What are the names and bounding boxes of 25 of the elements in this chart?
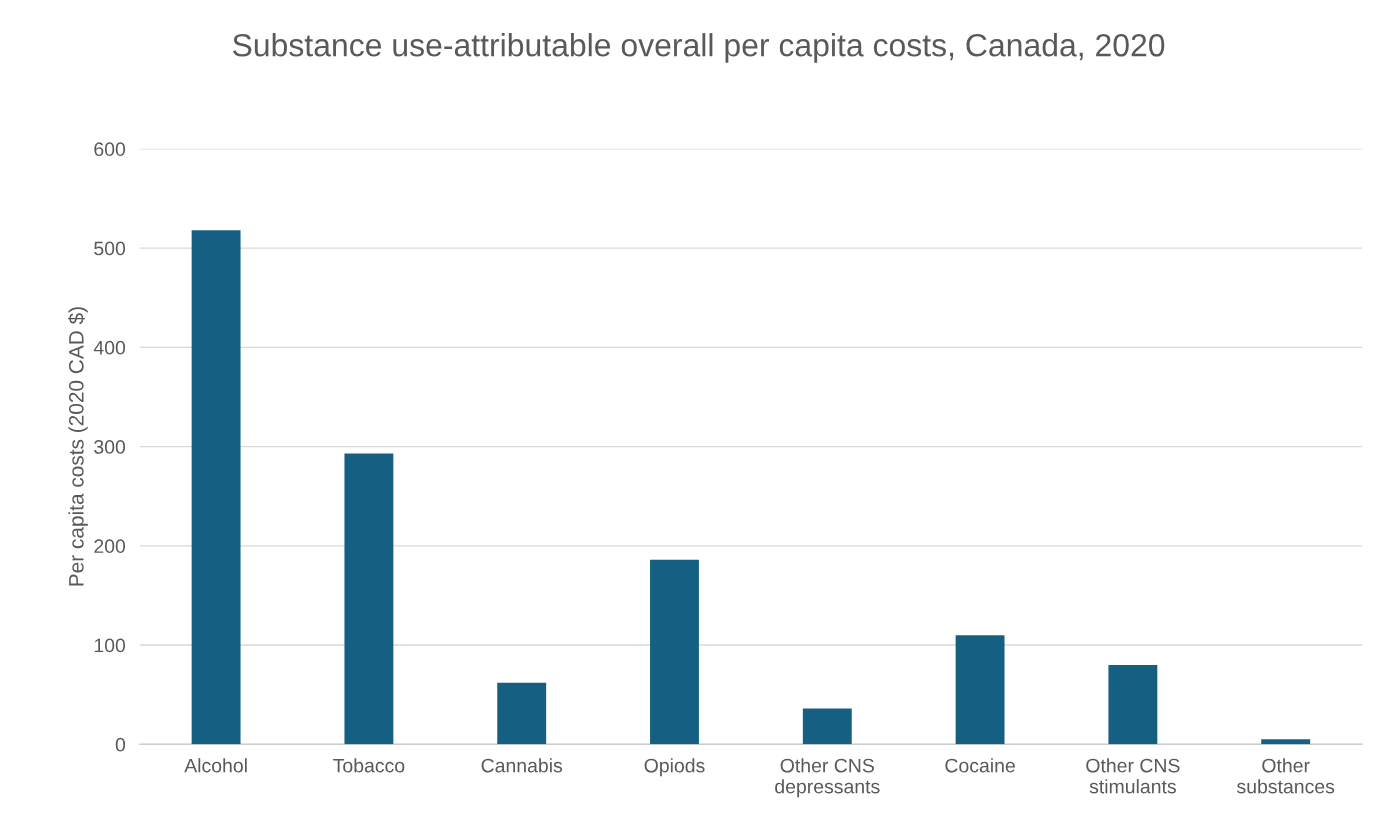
x-tick-label: Other CNS stimulants [1086, 758, 1180, 794]
bar [497, 682, 547, 745]
bar [955, 635, 1005, 745]
chart-title: Substance use-attributable overall per capita costs, Canada, 2020 [232, 33, 1165, 63]
y-tick-label: 200 [94, 539, 126, 554]
x-tick-label: Tobacco [333, 758, 405, 773]
bar [802, 708, 852, 745]
y-tick-label: 600 [94, 142, 126, 157]
y-tick-label: 300 [94, 440, 126, 454]
bar [650, 559, 699, 745]
x-tick-label: Opiods [644, 758, 705, 777]
x-tick-label: Cocaine [945, 758, 1015, 773]
y-tick-label: 0 [115, 737, 126, 752]
x-tick-label: Alcohol [184, 758, 247, 773]
y-tick-label: 100 [94, 638, 126, 653]
x-tick-label: Cannabis [481, 758, 563, 773]
x-tick-label: Other CNS depressants [775, 758, 880, 798]
y-tick-label: 400 [93, 340, 126, 355]
y-tick-label: 500 [94, 241, 126, 256]
bar [1108, 664, 1158, 745]
bar [191, 230, 241, 745]
y-axis-title: Per capita costs (2020 CAD $) [68, 307, 88, 586]
bar [344, 453, 394, 745]
x-tick-label: Other substances [1237, 758, 1335, 794]
bar [1261, 739, 1311, 745]
